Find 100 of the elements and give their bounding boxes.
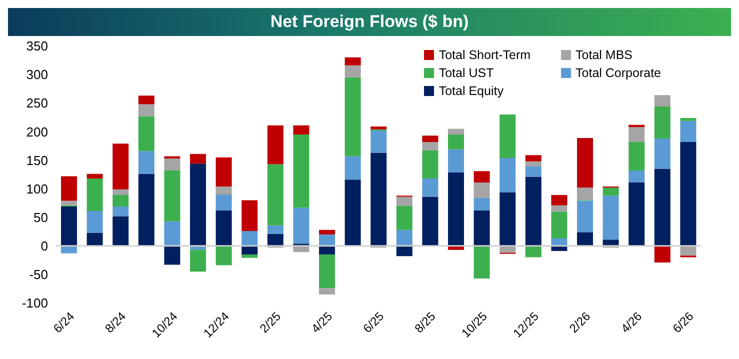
bar	[344, 57, 361, 66]
bar	[267, 225, 284, 234]
bar	[190, 154, 206, 164]
bar	[242, 231, 258, 246]
bar	[138, 104, 154, 116]
bar	[370, 130, 387, 153]
bar	[628, 127, 645, 142]
bar	[112, 216, 129, 246]
bar	[267, 234, 284, 246]
bar	[112, 189, 129, 196]
bar	[344, 77, 361, 156]
y-tick-label: 200	[26, 124, 48, 140]
bar	[138, 96, 154, 104]
bar	[267, 164, 284, 226]
bar	[319, 288, 335, 294]
bar	[319, 230, 335, 234]
bar	[138, 174, 154, 246]
bar	[680, 120, 696, 142]
x-tick-label: 6/25	[360, 309, 387, 336]
y-tick-label: 300	[26, 67, 48, 82]
bar	[577, 200, 593, 232]
legend-label: Total Corporate	[576, 66, 661, 80]
bar	[242, 246, 258, 254]
y-tick-label: 250	[26, 96, 48, 111]
bar	[164, 246, 180, 265]
bar	[61, 176, 77, 201]
bar	[474, 246, 490, 278]
bar	[551, 212, 568, 238]
bar	[112, 144, 129, 190]
x-tick-label: 4/26	[618, 309, 645, 336]
bar	[474, 171, 490, 182]
bar	[138, 116, 154, 152]
legend-label: Total Short-Term	[438, 48, 531, 62]
bar	[396, 230, 412, 246]
bar	[293, 208, 310, 244]
bar	[190, 250, 206, 272]
bar	[370, 126, 387, 130]
bar	[422, 196, 438, 246]
bar	[86, 174, 103, 178]
bar	[654, 106, 670, 139]
bar	[525, 155, 542, 162]
legend-label: Total Equity	[438, 84, 504, 98]
bar	[448, 149, 464, 172]
bar	[164, 170, 180, 222]
bar	[293, 134, 310, 208]
bar	[577, 188, 593, 200]
bar	[628, 170, 645, 182]
bar	[654, 246, 670, 262]
bar	[474, 210, 490, 246]
y-tick-label: 0	[40, 238, 48, 254]
bar	[448, 134, 464, 150]
bar	[474, 198, 490, 210]
bar	[654, 138, 670, 169]
bar	[164, 158, 180, 170]
x-tick-label: 4/25	[308, 309, 336, 336]
bar	[525, 166, 542, 177]
bar	[112, 195, 129, 206]
bar	[319, 254, 335, 288]
bar	[602, 188, 619, 196]
bar	[61, 206, 77, 246]
bar	[680, 142, 696, 246]
bar	[86, 211, 103, 233]
y-tick-label: 100	[26, 181, 48, 196]
bar	[319, 234, 335, 246]
bar	[138, 151, 154, 174]
bar	[164, 156, 180, 159]
bar	[551, 205, 568, 212]
bar	[525, 161, 542, 167]
bar	[190, 164, 206, 246]
bar	[628, 142, 645, 170]
y-tick-label: 350	[26, 38, 48, 54]
y-tick-label: -50	[29, 267, 48, 282]
bar	[216, 186, 232, 194]
bar	[500, 114, 516, 158]
bar	[242, 254, 258, 258]
bar	[448, 172, 464, 246]
y-tick-label: -100	[22, 296, 48, 311]
bar	[577, 232, 593, 246]
bar	[422, 150, 438, 178]
x-tick-label: 6/24	[50, 309, 78, 336]
bar	[216, 246, 232, 266]
bar	[370, 152, 387, 246]
bar	[680, 246, 696, 256]
legend-label: Total MBS	[576, 48, 632, 62]
bar	[448, 128, 464, 135]
bar	[422, 136, 438, 142]
y-tick-label: 150	[26, 152, 48, 168]
bar	[474, 182, 490, 198]
bar	[319, 246, 335, 254]
bar	[551, 195, 568, 206]
bar	[216, 210, 232, 246]
bar	[86, 232, 103, 246]
bar	[396, 196, 412, 206]
bar	[86, 178, 103, 212]
bar	[525, 176, 542, 246]
legend-label: Total UST	[438, 66, 494, 80]
bar	[164, 221, 180, 246]
bar	[61, 246, 77, 254]
bar	[628, 182, 645, 246]
bar	[577, 138, 593, 188]
